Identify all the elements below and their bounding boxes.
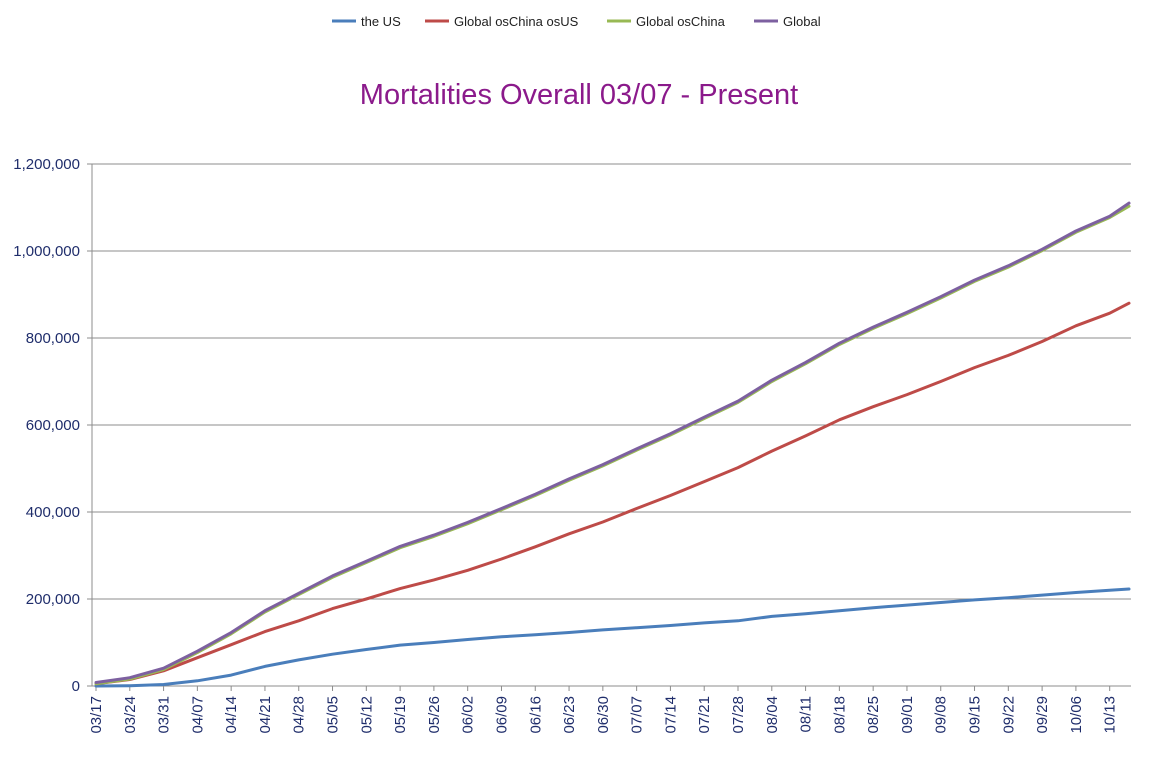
x-tick-label: 06/09 xyxy=(493,696,510,734)
gridlines xyxy=(92,163,1131,600)
y-tick-label: 0 xyxy=(72,678,80,695)
x-tick-label: 04/07 xyxy=(189,696,206,734)
x-tick-label: 08/18 xyxy=(831,696,848,734)
x-tick-label: 05/12 xyxy=(358,696,375,734)
chart-title: Mortalities Overall 03/07 - Present xyxy=(360,79,798,111)
y-tick-label: 1,000,000 xyxy=(13,243,80,260)
x-tick-label: 07/14 xyxy=(662,696,679,734)
y-tick-label: 800,000 xyxy=(26,330,80,347)
x-axis-ticks: 03/17 03/24 03/31 04/07 04/14 04/21 04/28 05/05… xyxy=(88,686,1119,734)
legend-label: Global osChina xyxy=(636,14,726,29)
y-tick-label: 400,000 xyxy=(26,504,80,521)
series-line-the-us xyxy=(94,587,1131,688)
series-line-global-oschina-osus xyxy=(94,301,1131,686)
x-tick-label: 08/25 xyxy=(865,696,882,734)
x-tick-label: 07/28 xyxy=(730,696,747,734)
legend-label: Global osChina osUS xyxy=(454,14,579,29)
x-tick-label: 06/02 xyxy=(460,696,477,734)
x-tick-label: 03/17 xyxy=(88,696,105,734)
x-tick-label: 09/01 xyxy=(899,696,916,734)
x-tick-label: 04/14 xyxy=(223,696,240,734)
x-tick-label: 03/31 xyxy=(156,696,173,734)
legend: the US Global osChina osUS Global osChina G… xyxy=(332,14,821,29)
x-tick-label: 06/30 xyxy=(595,696,612,734)
series-line-global xyxy=(94,201,1131,684)
y-tick-label: 600,000 xyxy=(26,417,80,434)
x-tick-label: 09/22 xyxy=(1000,696,1017,734)
x-tick-label: 05/05 xyxy=(325,696,342,734)
x-tick-label: 06/23 xyxy=(561,696,578,734)
y-axis-ticks: 0 200,000 400,000 600,000 800,000 1,000,000 1,… xyxy=(13,156,92,695)
series-lines xyxy=(94,201,1131,688)
legend-label: Global xyxy=(783,14,821,29)
series-line-global-oschina xyxy=(94,204,1131,686)
x-tick-label: 10/06 xyxy=(1068,696,1085,734)
x-tick-label: 07/07 xyxy=(629,696,646,734)
x-tick-label: 05/19 xyxy=(392,696,409,734)
x-tick-label: 09/15 xyxy=(967,696,984,734)
x-tick-label: 09/29 xyxy=(1034,696,1051,734)
x-tick-label: 04/21 xyxy=(257,696,274,734)
y-tick-label: 200,000 xyxy=(26,591,80,608)
x-tick-label: 07/21 xyxy=(696,696,713,734)
x-tick-label: 08/11 xyxy=(798,696,815,732)
y-tick-label: 1,200,000 xyxy=(13,156,80,173)
x-tick-label: 09/08 xyxy=(933,696,950,734)
x-tick-label: 05/26 xyxy=(426,696,443,734)
x-tick-label: 04/28 xyxy=(291,696,308,734)
x-tick-label: 08/04 xyxy=(764,696,781,734)
legend-label: the US xyxy=(361,14,401,29)
x-tick-label: 10/13 xyxy=(1102,696,1119,734)
x-tick-label: 03/24 xyxy=(122,696,139,734)
x-tick-label: 06/16 xyxy=(527,696,544,734)
